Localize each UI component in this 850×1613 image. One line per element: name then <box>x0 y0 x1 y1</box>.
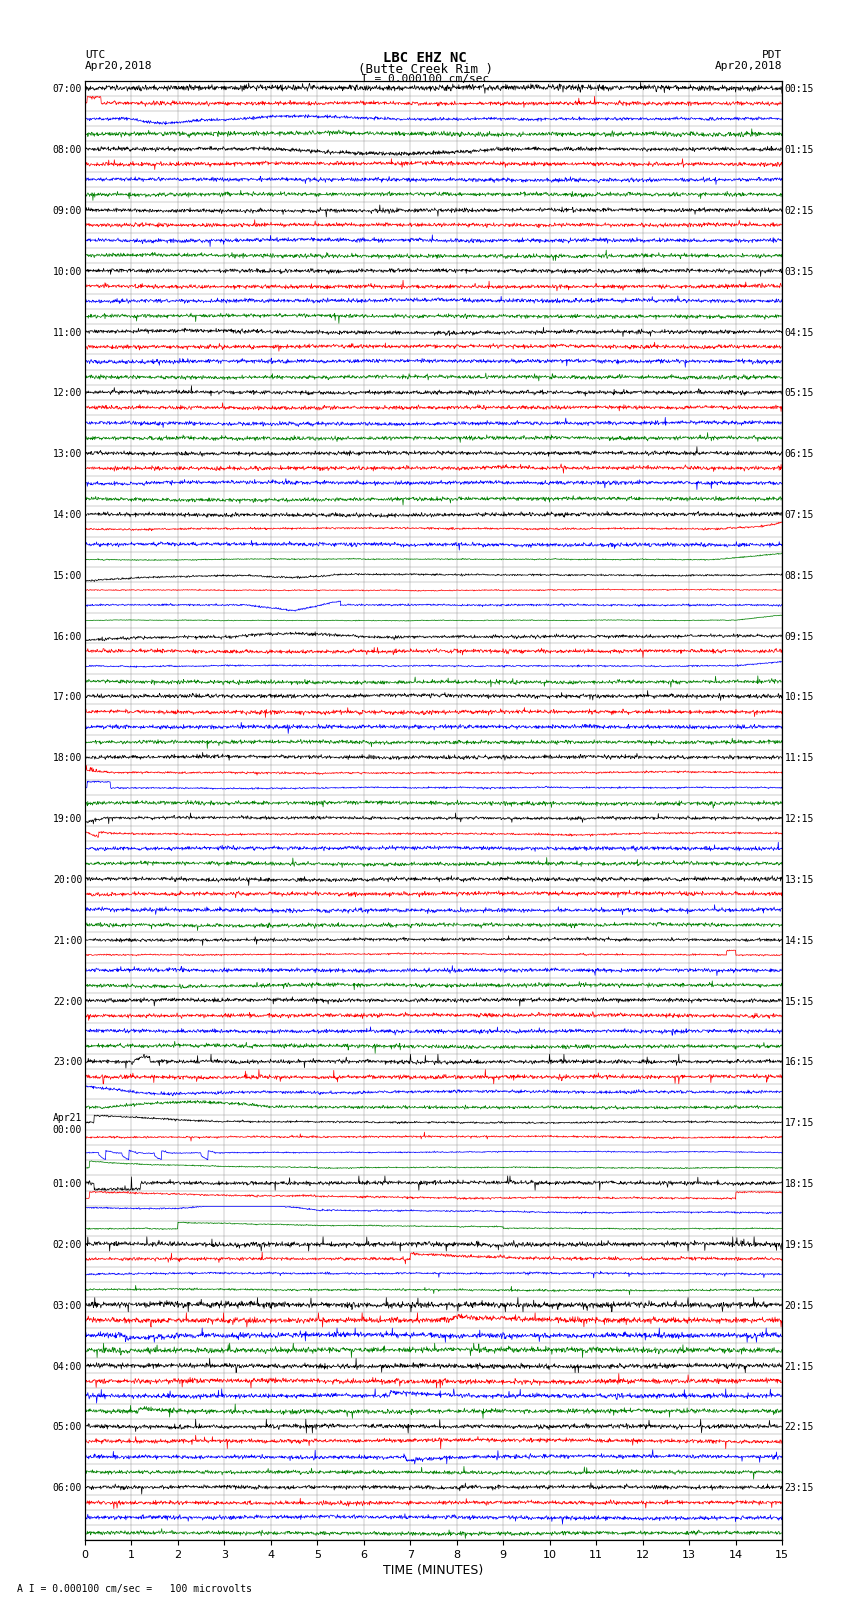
Text: A I = 0.000100 cm/sec =   100 microvolts: A I = 0.000100 cm/sec = 100 microvolts <box>17 1584 252 1594</box>
Text: LBC EHZ NC: LBC EHZ NC <box>383 50 467 65</box>
Text: I = 0.000100 cm/sec: I = 0.000100 cm/sec <box>361 74 489 84</box>
X-axis label: TIME (MINUTES): TIME (MINUTES) <box>383 1565 484 1578</box>
Text: Apr20,2018: Apr20,2018 <box>715 61 782 71</box>
Text: Apr20,2018: Apr20,2018 <box>85 61 152 71</box>
Text: PDT: PDT <box>762 50 782 60</box>
Text: UTC: UTC <box>85 50 105 60</box>
Text: (Butte Creek Rim ): (Butte Creek Rim ) <box>358 63 492 76</box>
